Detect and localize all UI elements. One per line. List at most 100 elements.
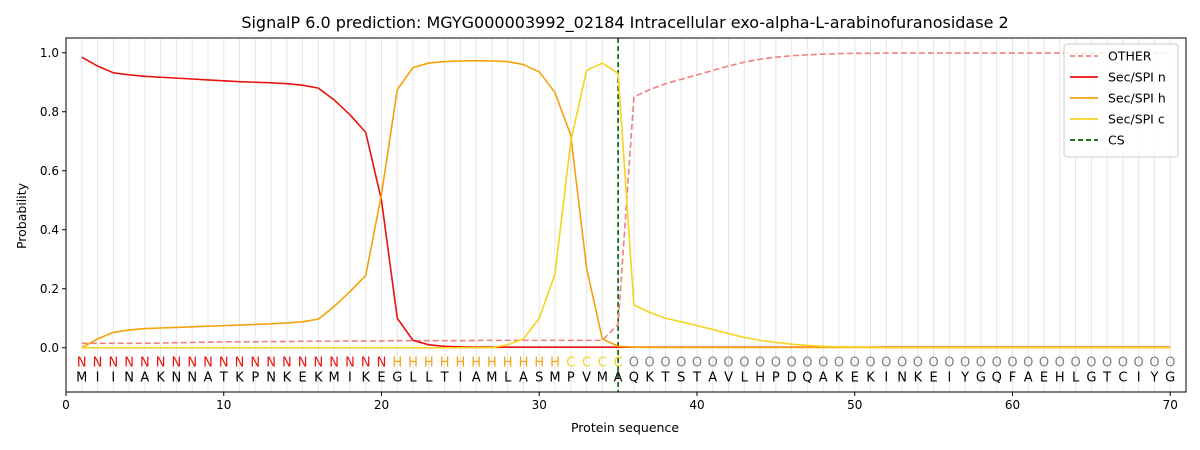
residue-label: I — [111, 370, 115, 385]
residue-label: A — [708, 370, 717, 385]
series-line-sec-spi-h — [81, 59, 1171, 349]
region-label: C — [598, 356, 607, 371]
region-label: H — [392, 356, 402, 371]
residue-label: C — [1118, 370, 1127, 385]
region-label: N — [282, 356, 292, 371]
residue-label: T — [660, 370, 669, 385]
region-label: O — [834, 356, 844, 371]
residue-label: N — [124, 370, 134, 385]
region-label: O — [1149, 356, 1159, 371]
residue-label: K — [235, 370, 244, 385]
residue-label: T — [440, 370, 449, 385]
residue-label: I — [348, 370, 352, 385]
region-label: C — [614, 356, 623, 371]
region-label: C — [582, 356, 591, 371]
residue-label: E — [299, 370, 307, 385]
residue-label: N — [172, 370, 182, 385]
region-label: O — [1102, 356, 1112, 371]
y-tick-label: 0.6 — [40, 164, 59, 178]
region-label: O — [976, 356, 986, 371]
region-label: N — [377, 356, 387, 371]
residue-label: G — [1165, 370, 1175, 385]
region-label: N — [187, 356, 197, 371]
region-label: H — [534, 356, 544, 371]
residue-label: L — [409, 370, 417, 385]
region-label: N — [203, 356, 213, 371]
residue-label: K — [156, 370, 165, 385]
series-line-sec-spi-c — [81, 62, 1171, 349]
region-label: O — [660, 356, 670, 371]
residue-label: Q — [992, 370, 1002, 385]
region-label: H — [471, 356, 481, 371]
residue-label: T — [692, 370, 701, 385]
legend-label: CS — [1108, 133, 1125, 148]
residue-label: K — [914, 370, 923, 385]
residue-label: P — [251, 370, 259, 385]
region-label: O — [818, 356, 828, 371]
region-label: N — [108, 356, 118, 371]
region-label: O — [708, 356, 718, 371]
region-label: O — [1165, 356, 1175, 371]
residue-label: A — [819, 370, 828, 385]
region-label: O — [992, 356, 1002, 371]
region-label: O — [1070, 356, 1080, 371]
residue-label: G — [976, 370, 986, 385]
residue-label: L — [504, 370, 512, 385]
region-label: C — [566, 356, 575, 371]
sequence-labels: NMNININNNANKNNNNNANTNKNPNNNKNENKNMNINKNE… — [76, 356, 1175, 386]
residue-label: F — [1009, 370, 1016, 385]
region-label: H — [487, 356, 497, 371]
region-label: O — [881, 356, 891, 371]
residue-label: L — [1072, 370, 1080, 385]
residue-label: K — [645, 370, 654, 385]
x-tick-label: 40 — [689, 398, 704, 412]
legend-label: OTHER — [1108, 49, 1152, 64]
residue-label: Q — [802, 370, 812, 385]
region-label: N — [140, 356, 150, 371]
x-tick-label: 0 — [62, 398, 70, 412]
region-label: O — [787, 356, 797, 371]
region-label: N — [361, 356, 371, 371]
residue-label: E — [1040, 370, 1048, 385]
residue-label: Y — [1149, 370, 1158, 385]
residue-label: T — [1102, 370, 1111, 385]
region-label: N — [314, 356, 324, 371]
region-label: N — [345, 356, 355, 371]
residue-label: I — [1137, 370, 1141, 385]
residue-label: H — [1055, 370, 1065, 385]
residue-label: A — [204, 370, 213, 385]
legend: OTHER Sec/SPI n Sec/SPI h Sec/SPI c CS — [1063, 43, 1179, 158]
y-tick-label: 0.4 — [40, 223, 59, 237]
residue-label: L — [741, 370, 749, 385]
residue-label: E — [851, 370, 859, 385]
region-label: O — [928, 356, 938, 371]
residue-label: A — [140, 370, 149, 385]
region-label: O — [897, 356, 907, 371]
region-label: N — [156, 356, 166, 371]
residue-label: I — [947, 370, 951, 385]
x-tick-label: 20 — [374, 398, 389, 412]
residue-label: L — [425, 370, 433, 385]
series-line-sec-spi-n — [81, 56, 1171, 348]
residue-label: A — [472, 370, 481, 385]
region-label: N — [329, 356, 339, 371]
residue-label: M — [329, 370, 340, 385]
residue-label: M — [597, 370, 608, 385]
residue-label: K — [314, 370, 323, 385]
residue-label: N — [187, 370, 197, 385]
x-tick-label: 70 — [1163, 398, 1178, 412]
region-label: H — [424, 356, 434, 371]
region-label: O — [913, 356, 923, 371]
residue-label: M — [76, 370, 87, 385]
series-line-other — [81, 52, 1171, 345]
residue-label: Q — [629, 370, 639, 385]
y-axis-label: Probability — [14, 182, 29, 249]
residue-label: D — [787, 370, 797, 385]
region-label: O — [723, 356, 733, 371]
residue-label: I — [884, 370, 888, 385]
region-label: O — [944, 356, 954, 371]
series-lines — [81, 52, 1171, 349]
region-label: H — [440, 356, 450, 371]
residue-label: I — [458, 370, 462, 385]
